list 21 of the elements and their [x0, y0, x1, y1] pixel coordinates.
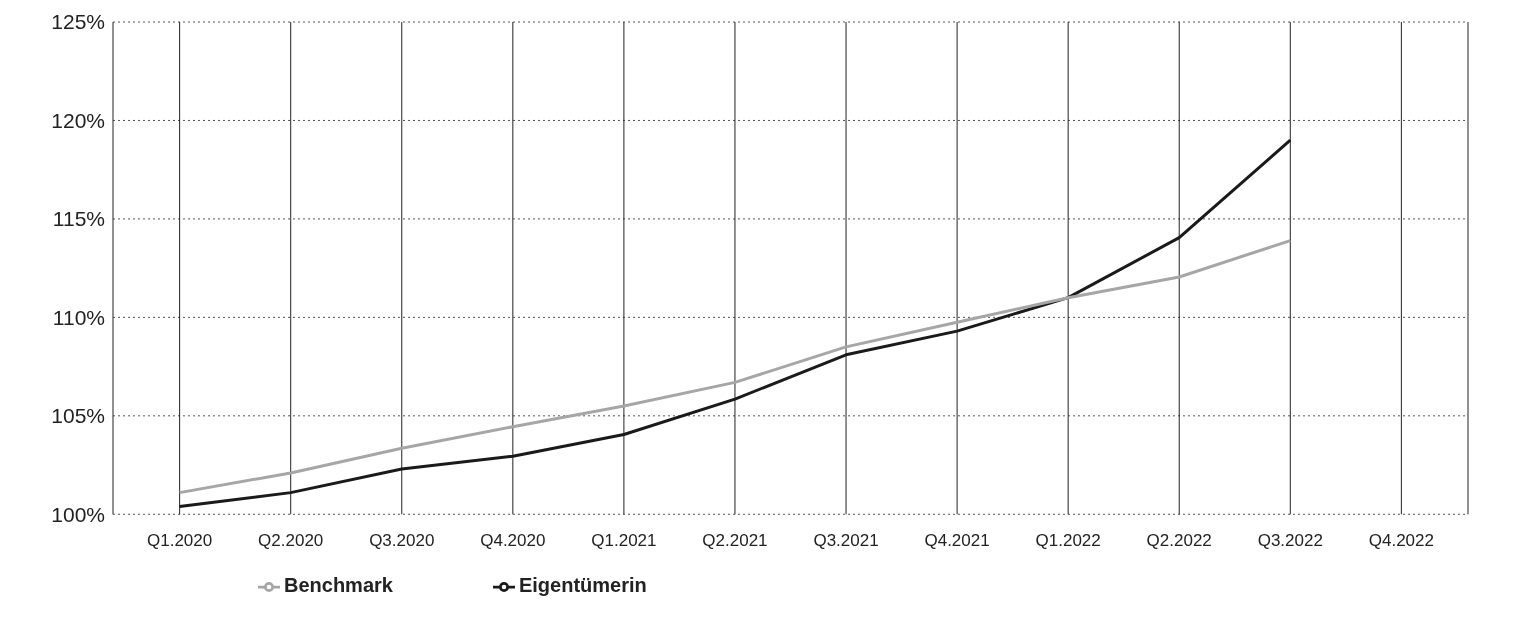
legend-label: Eigentümerin — [518, 574, 647, 597]
x-tick-label: Q2.2020 — [258, 531, 324, 551]
x-tick-label: Q3.2020 — [369, 531, 435, 551]
x-tick-label: Q1.2021 — [591, 531, 657, 551]
x-tick-label: Q4.2021 — [924, 531, 990, 551]
x-tick-label: Q2.2022 — [1146, 531, 1212, 551]
x-tick-label: Q2.2021 — [702, 531, 768, 551]
x-tick-label: Q1.2020 — [147, 531, 213, 551]
x-tick-label: Q4.2022 — [1368, 531, 1434, 551]
line-series — [178, 239, 1292, 495]
legend-label: Benchmark — [284, 574, 393, 597]
y-tick-label: 105% — [51, 404, 105, 428]
x-tick-label: Q3.2021 — [813, 531, 879, 551]
y-tick-label: 115% — [52, 207, 105, 231]
y-tick-label: 125% — [51, 10, 105, 34]
y-tick-label: 100% — [51, 502, 105, 526]
x-tick-label: Q4.2020 — [480, 531, 546, 551]
y-tick-label: 110% — [52, 305, 105, 329]
y-tick-label: 120% — [51, 108, 105, 132]
x-tick-label: Q1.2022 — [1035, 531, 1101, 551]
x-tick-label: Q3.2022 — [1257, 531, 1323, 551]
